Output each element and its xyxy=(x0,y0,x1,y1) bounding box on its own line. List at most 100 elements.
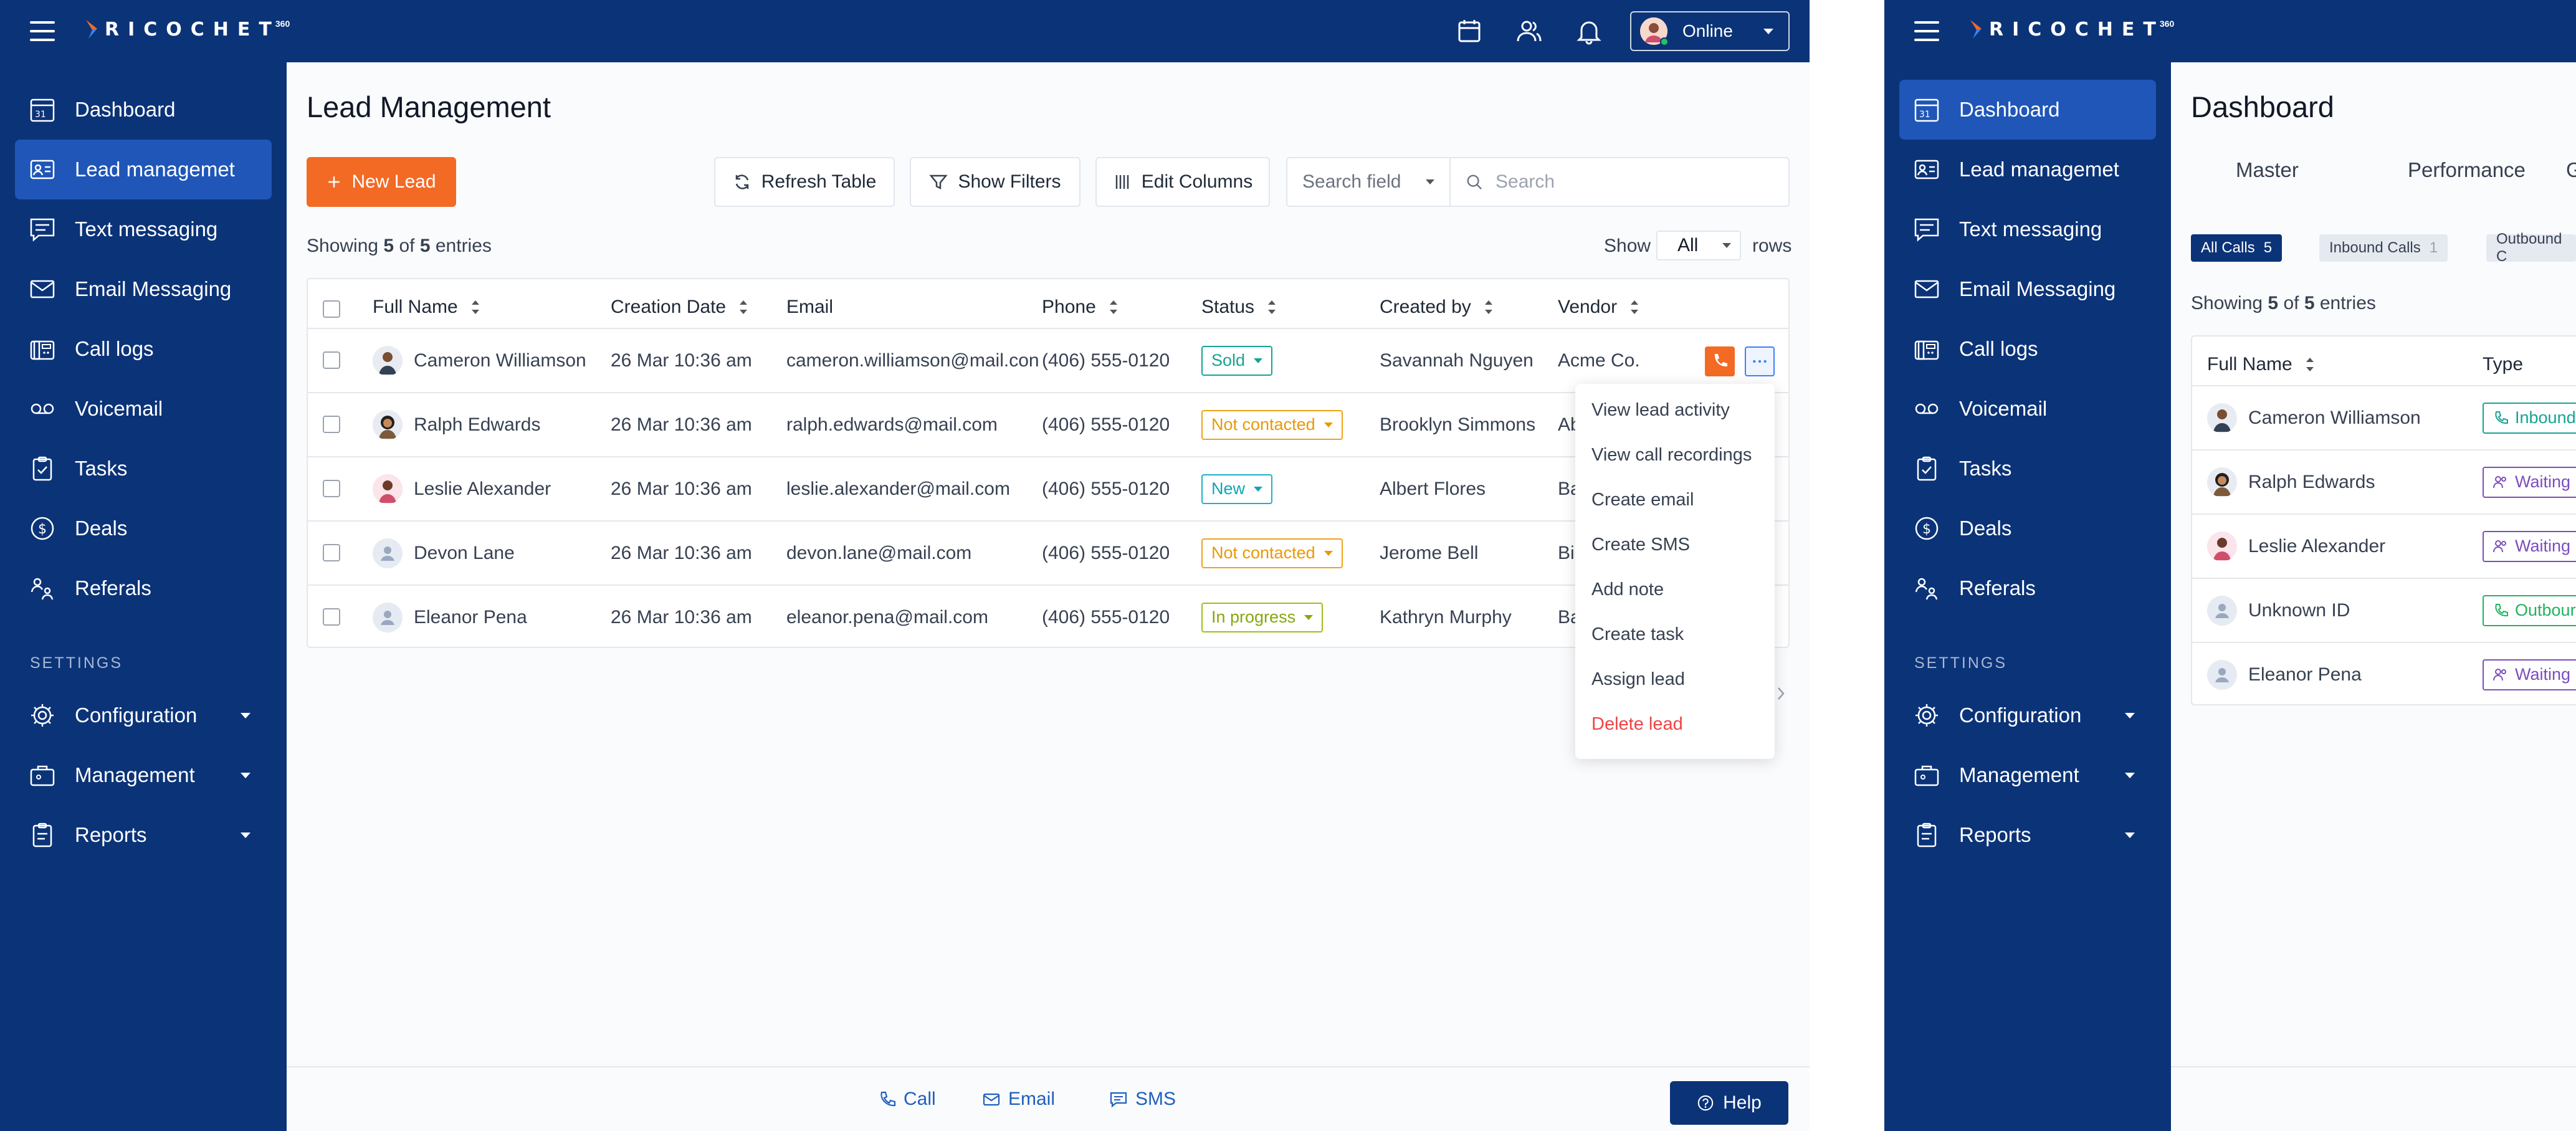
column-header-full-name[interactable]: Full Name xyxy=(373,297,480,318)
users-icon[interactable] xyxy=(1514,16,1544,46)
lead-email: devon.lane@mail.com xyxy=(786,542,972,563)
column-header-phone[interactable]: Phone xyxy=(1042,297,1119,318)
sidebar-item-text-messaging[interactable]: Text messaging xyxy=(1899,199,2156,259)
menu-item-view-call-recordings[interactable]: View call recordings xyxy=(1591,445,1752,465)
filter-chip-all-calls[interactable]: All Calls 5 xyxy=(2191,234,2283,262)
menu-item-create-email[interactable]: Create email xyxy=(1591,490,1694,510)
sidebar-item-email-messaging[interactable]: Email Messaging xyxy=(15,259,272,319)
sidebar-item-dashboard[interactable]: 31 Dashboard xyxy=(15,80,272,140)
column-header-email[interactable]: Email xyxy=(786,297,834,317)
filter-chip-outbound-calls[interactable]: Outbound C xyxy=(2486,231,2576,265)
sms-button[interactable]: SMS xyxy=(1109,1089,1176,1110)
help-button[interactable]: Help xyxy=(1670,1081,1788,1125)
edit-columns-button[interactable]: Edit Columns xyxy=(1095,157,1270,207)
table-row[interactable]: Leslie Alexander 26 Mar 10:36 am leslie.… xyxy=(308,456,1788,520)
column-header-vendor[interactable]: Vendor xyxy=(1558,297,1639,318)
sidebar-item-lead-management[interactable]: Lead managemet xyxy=(15,140,272,199)
tab-performance[interactable]: Performance xyxy=(2408,158,2526,181)
calendar-icon[interactable] xyxy=(1454,16,1484,46)
sidebar-item-call-logs[interactable]: Call logs xyxy=(15,319,272,379)
sidebar-item-reports[interactable]: Reports xyxy=(1899,805,2156,865)
table-row[interactable]: Ralph Edwards Waiting xyxy=(2192,449,2576,513)
sidebar-item-management[interactable]: Management xyxy=(15,745,272,805)
table-row[interactable]: Leslie Alexander Waiting xyxy=(2192,513,2576,578)
status-badge[interactable]: Not contacted xyxy=(1201,538,1343,568)
dollar-icon: $ xyxy=(31,517,54,540)
search-field-select[interactable]: Search field xyxy=(1286,157,1451,207)
table-row[interactable]: Cameron Williamson 26 Mar 10:36 am camer… xyxy=(308,328,1788,392)
more-actions-button[interactable] xyxy=(1745,346,1775,376)
table-row[interactable]: Unknown ID Outbour xyxy=(2192,578,2576,642)
email-button[interactable]: Email xyxy=(982,1089,1055,1110)
call-lead-button[interactable] xyxy=(1705,346,1735,376)
sidebar-item-management[interactable]: Management xyxy=(1899,745,2156,805)
menu-item-delete-lead[interactable]: Delete lead xyxy=(1591,714,1683,734)
sidebar-item-tasks[interactable]: Tasks xyxy=(15,439,272,499)
call-type-badge: Waiting xyxy=(2483,466,2576,498)
new-lead-button[interactable]: New Lead xyxy=(307,157,456,207)
rows-per-page-select[interactable]: All xyxy=(1656,231,1741,260)
filter-chip-inbound-calls[interactable]: Inbound Calls 1 xyxy=(2319,234,2448,262)
row-checkbox[interactable] xyxy=(323,608,340,626)
show-filters-button[interactable]: Show Filters xyxy=(910,157,1080,207)
sidebar-item-voicemail[interactable]: Voicemail xyxy=(1899,379,2156,439)
sidebar-item-lead-management[interactable]: Lead managemet xyxy=(1899,140,2156,199)
table-row[interactable]: Devon Lane 26 Mar 10:36 am devon.lane@ma… xyxy=(308,520,1788,585)
row-checkbox[interactable] xyxy=(323,480,340,497)
refresh-icon xyxy=(735,174,748,189)
row-checkbox[interactable] xyxy=(323,544,340,561)
sidebar-item-dashboard[interactable]: 31 Dashboard xyxy=(1899,80,2156,140)
refresh-table-button[interactable]: Refresh Table xyxy=(714,157,895,207)
table-row[interactable]: Cameron Williamson Inbound xyxy=(2192,385,2576,449)
status-badge[interactable]: Not contacted xyxy=(1201,409,1343,440)
sidebar-item-reports[interactable]: Reports xyxy=(15,805,272,865)
column-header-created-by[interactable]: Created by xyxy=(1380,297,1494,318)
status-badge[interactable]: New xyxy=(1201,474,1273,504)
table-row[interactable]: Eleanor Pena Waiting xyxy=(2192,642,2576,706)
sidebar-item-referals[interactable]: Referals xyxy=(15,558,272,618)
row-checkbox[interactable] xyxy=(323,351,340,369)
voicemail-icon xyxy=(1915,403,1939,414)
table-row[interactable]: Eleanor Pena 26 Mar 10:36 am eleanor.pen… xyxy=(308,585,1788,649)
search-input[interactable]: Search xyxy=(1449,157,1790,207)
bell-icon[interactable] xyxy=(1574,16,1604,46)
contact-card-icon xyxy=(1914,160,1939,179)
row-checkbox[interactable] xyxy=(323,416,340,433)
sidebar-item-configuration[interactable]: Configuration xyxy=(1899,685,2156,745)
status-badge[interactable]: In progress xyxy=(1201,602,1324,632)
sidebar-item-email-messaging[interactable]: Email Messaging xyxy=(1899,259,2156,319)
sidebar-item-label: Dashboard xyxy=(1959,98,2060,121)
chat-icon xyxy=(1914,218,1939,242)
menu-item-add-note[interactable]: Add note xyxy=(1591,580,1664,599)
column-header-type[interactable]: Type xyxy=(2483,354,2524,375)
mail-icon xyxy=(30,280,55,298)
tab-master[interactable]: Master xyxy=(2236,158,2299,181)
sidebar-item-tasks[interactable]: Tasks xyxy=(1899,439,2156,499)
sidebar-item-text-messaging[interactable]: Text messaging xyxy=(15,199,272,259)
sidebar-item-deals[interactable]: $ Deals xyxy=(1899,499,2156,558)
menu-icon[interactable] xyxy=(30,21,55,41)
menu-item-create-task[interactable]: Create task xyxy=(1591,624,1684,644)
caller-name: Cameron Williamson xyxy=(2248,407,2421,428)
column-header-full-name[interactable]: Full Name xyxy=(2207,354,2315,375)
sidebar-item-configuration[interactable]: Configuration xyxy=(15,685,272,745)
chevron-right-icon[interactable] xyxy=(1776,685,1786,702)
call-button[interactable]: Call xyxy=(877,1089,936,1110)
menu-item-assign-lead[interactable]: Assign lead xyxy=(1591,669,1685,689)
lead-table: Full Name Creation Date Email Phone Stat… xyxy=(307,278,1790,648)
table-row[interactable]: Ralph Edwards 26 Mar 10:36 am ralph.edwa… xyxy=(308,392,1788,456)
sidebar-item-deals[interactable]: $ Deals xyxy=(15,499,272,558)
sidebar-item-referals[interactable]: Referals xyxy=(1899,558,2156,618)
lead-created-by: Savannah Nguyen xyxy=(1380,350,1534,371)
column-header-creation-date[interactable]: Creation Date xyxy=(611,297,748,318)
status-dropdown[interactable]: Online xyxy=(1630,11,1790,51)
sidebar-item-call-logs[interactable]: Call logs xyxy=(1899,319,2156,379)
status-badge[interactable]: Sold xyxy=(1201,345,1273,376)
menu-item-view-lead-activity[interactable]: View lead activity xyxy=(1591,400,1730,420)
sidebar-item-voicemail[interactable]: Voicemail xyxy=(15,379,272,439)
menu-icon[interactable] xyxy=(1914,21,1939,41)
menu-item-create-sms[interactable]: Create SMS xyxy=(1591,535,1690,555)
select-all-checkbox[interactable] xyxy=(323,300,340,318)
column-header-status[interactable]: Status xyxy=(1201,297,1277,318)
tab-ga[interactable]: Ga xyxy=(2566,158,2576,181)
